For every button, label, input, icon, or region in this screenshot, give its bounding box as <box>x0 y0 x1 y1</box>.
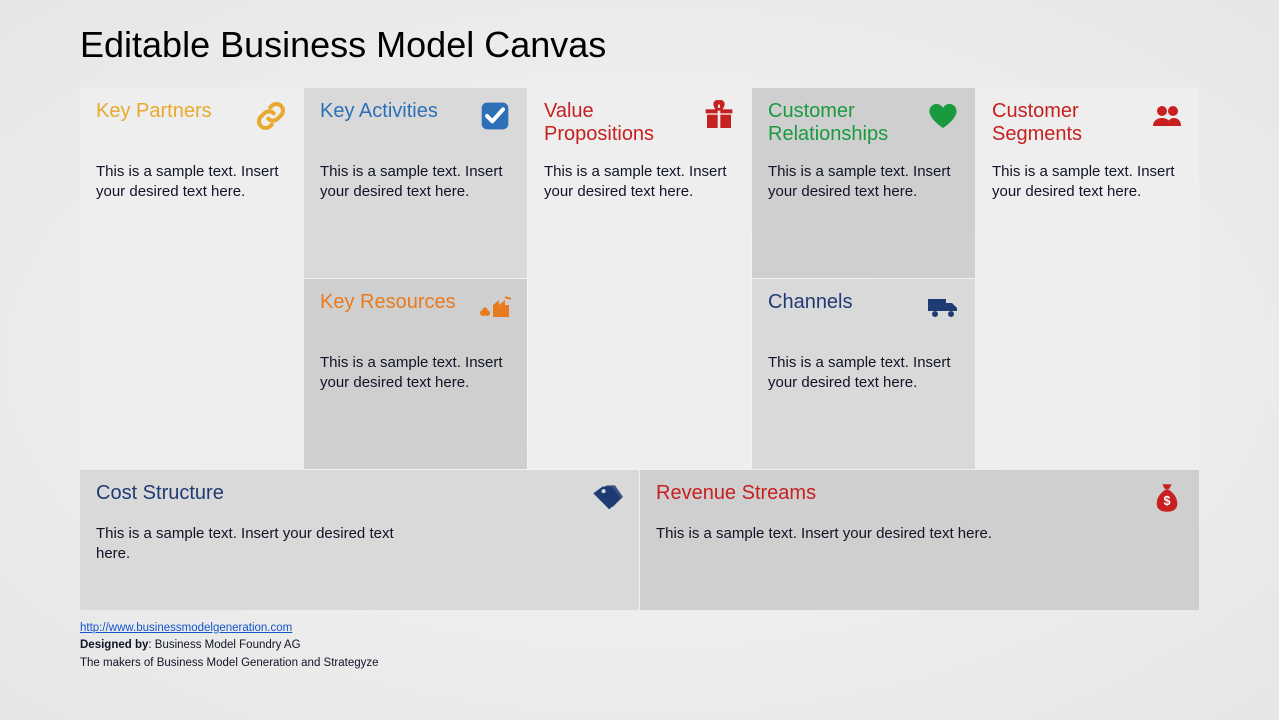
footer-designed-by-value: : Business Model Foundry AG <box>148 639 300 651</box>
label-value-propositions: Value Propositions <box>544 100 703 146</box>
label-revenue-streams: Revenue Streams <box>656 482 816 505</box>
heart-icon <box>927 100 959 132</box>
footer-makers: The makers of Business Model Generation … <box>80 657 379 669</box>
tag-icon <box>591 482 623 514</box>
text-key-resources: This is a sample text. Insert your desir… <box>320 353 511 394</box>
text-key-activities: This is a sample text. Insert your desir… <box>320 162 511 203</box>
footer-link[interactable]: http://www.businessmodelgeneration.com <box>80 622 292 634</box>
text-key-partners: This is a sample text. Insert your desir… <box>96 162 287 203</box>
block-channels: Channels This is a sample text. Insert y… <box>752 279 975 469</box>
footer: http://www.businessmodelgeneration.com D… <box>80 620 1199 672</box>
label-key-activities: Key Activities <box>320 100 438 123</box>
text-value-propositions: This is a sample text. Insert your desir… <box>544 162 735 203</box>
block-customer-segments: Customer Segments This is a sample text.… <box>976 88 1199 469</box>
label-customer-relationships: Customer Relationships <box>768 100 927 146</box>
svg-text:$: $ <box>1164 494 1171 508</box>
moneybag-icon: $ <box>1151 482 1183 514</box>
block-key-resources: Key Resources This is a sample text. Ins… <box>304 279 527 469</box>
block-value-propositions: Value Propositions This is a sample text… <box>528 88 751 469</box>
gift-icon <box>703 100 735 132</box>
link-icon <box>255 100 287 132</box>
block-key-activities: Key Activities This is a sample text. In… <box>304 88 527 278</box>
page-title: Editable Business Model Canvas <box>80 24 1199 66</box>
block-revenue-streams: Revenue Streams $ This is a sample text.… <box>640 470 1199 610</box>
text-customer-relationships: This is a sample text. Insert your desir… <box>768 162 959 203</box>
footer-designed-by-label: Designed by <box>80 639 148 651</box>
label-channels: Channels <box>768 291 853 314</box>
canvas-grid: Key Partners This is a sample text. Inse… <box>80 88 1199 610</box>
truck-icon <box>927 291 959 323</box>
block-key-partners: Key Partners This is a sample text. Inse… <box>80 88 303 469</box>
factory-icon <box>479 291 511 323</box>
text-channels: This is a sample text. Insert your desir… <box>768 353 959 394</box>
block-customer-relationships: Customer Relationships This is a sample … <box>752 88 975 278</box>
text-revenue-streams: This is a sample text. Insert your desir… <box>656 524 1025 544</box>
label-cost-structure: Cost Structure <box>96 482 224 505</box>
block-cost-structure: Cost Structure This is a sample text. In… <box>80 470 639 610</box>
label-customer-segments: Customer Segments <box>992 100 1151 146</box>
label-key-resources: Key Resources <box>320 291 456 314</box>
people-icon <box>1151 100 1183 132</box>
check-icon <box>479 100 511 132</box>
text-cost-structure: This is a sample text. Insert your desir… <box>96 524 412 565</box>
label-key-partners: Key Partners <box>96 100 212 123</box>
text-customer-segments: This is a sample text. Insert your desir… <box>992 162 1183 203</box>
